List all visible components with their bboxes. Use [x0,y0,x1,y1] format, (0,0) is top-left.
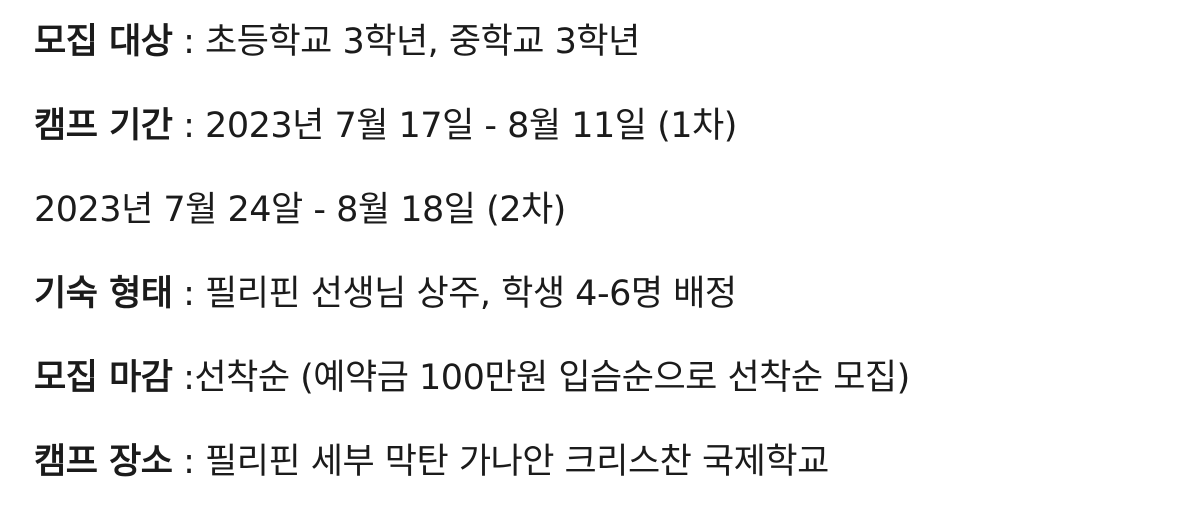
camp-period-separator: : [172,106,206,146]
dorm-type-line: 기숙 형태 : 필리핀 선생님 상주, 학생 4-6명 배정 [34,252,1169,336]
recruit-target-value: 초등학교 3학년, 중학교 3학년 [205,22,640,62]
camp-location-value: 필리핀 세부 막탄 가나안 크리스찬 국제학교 [205,442,829,482]
camp-location-label: 캠프 장소 [34,442,173,482]
dorm-type-label: 기숙 형태 [34,274,173,314]
recruit-deadline-separator: : [172,358,195,398]
dorm-type-separator: : [172,274,206,314]
recruit-target-line: 모집 대상 : 초등학교 3학년, 중학교 3학년 [34,0,1169,84]
recruit-target-separator: : [172,22,206,62]
recruit-deadline-value: 선착순 (예약금 100만원 입슴순으로 선착순 모집) [194,358,910,398]
recruit-target-label: 모집 대상 [34,22,173,62]
recruit-deadline-line: 모집 마감 :선착순 (예약금 100만원 입슴순으로 선착순 모집) [34,336,1169,420]
camp-period-label: 캠프 기간 [34,106,173,146]
camp-period-value-1: 2023년 7월 17일 - 8월 11일 (1차) [205,106,737,146]
camp-info-list: 모집 대상 : 초등학교 3학년, 중학교 3학년 캠프 기간 : 2023년 … [34,0,1169,505]
recruit-deadline-label: 모집 마감 [34,358,173,398]
camp-period-value-2: 2023년 7월 24알 - 8월 18일 (2차) [34,190,566,230]
camp-period-line: 캠프 기간 : 2023년 7월 17일 - 8월 11일 (1차) [34,84,1169,168]
camp-period-second-line: 2023년 7월 24알 - 8월 18일 (2차) [34,168,1169,252]
camp-location-line: 캠프 장소 : 필리핀 세부 막탄 가나안 크리스찬 국제학교 [34,420,1169,504]
dorm-type-value: 필리핀 선생님 상주, 학생 4-6명 배정 [205,274,737,314]
camp-location-separator: : [172,442,206,482]
